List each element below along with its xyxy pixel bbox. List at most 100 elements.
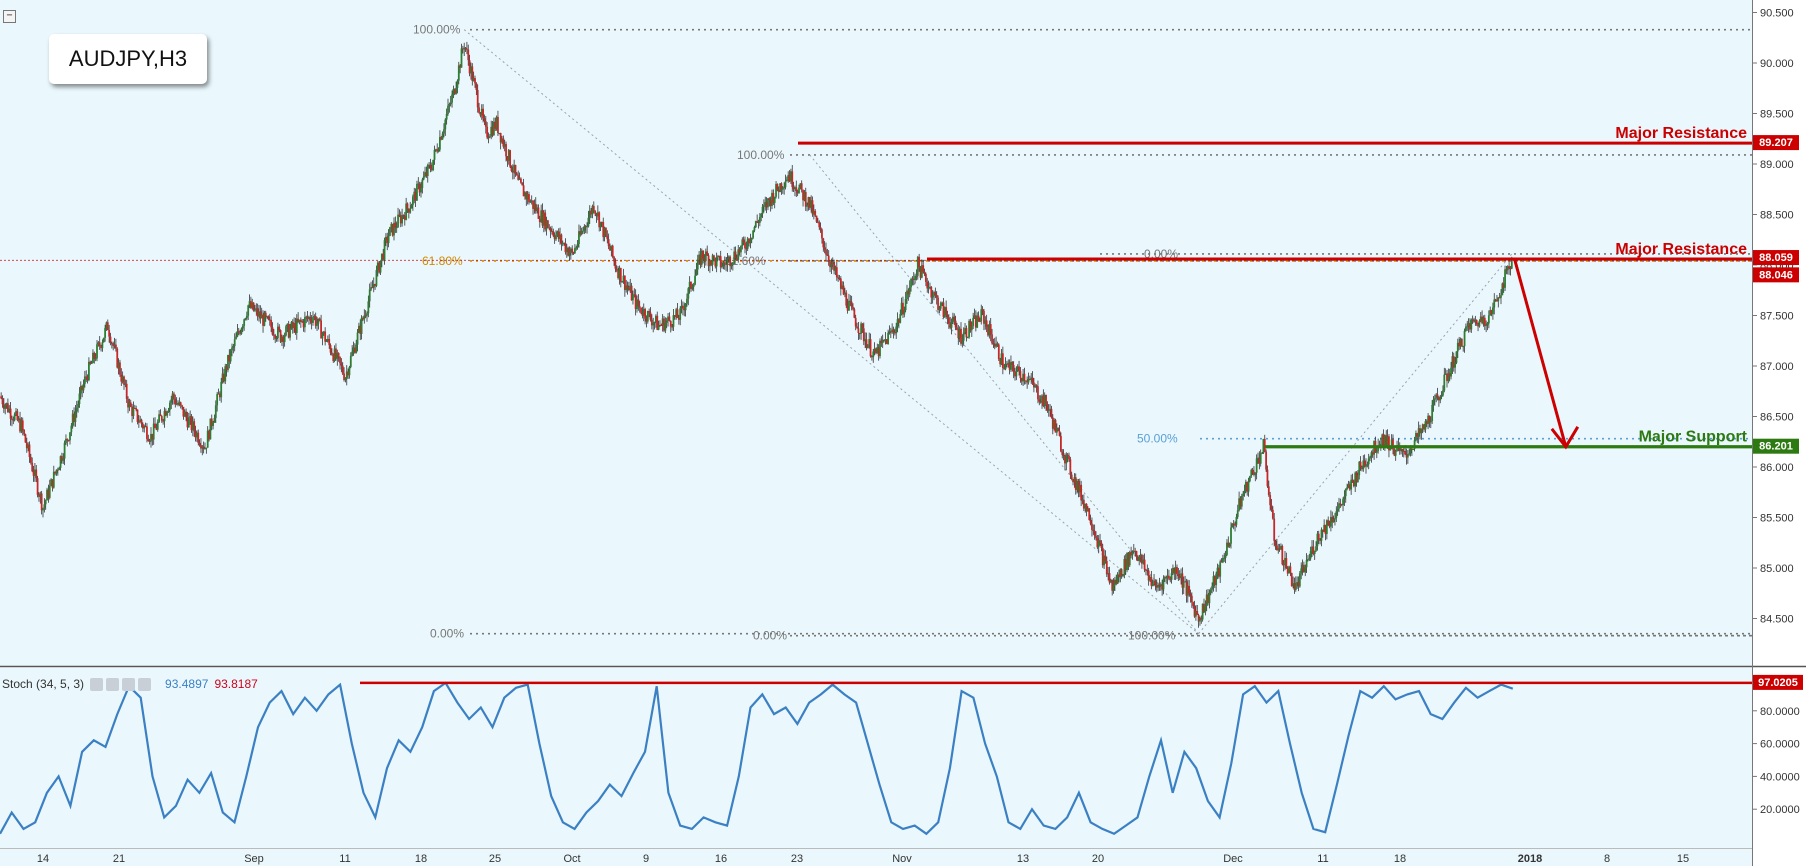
candle-body [1429, 421, 1432, 423]
candle-body [1251, 469, 1254, 472]
candle-body [1494, 299, 1497, 301]
candle-body [305, 316, 308, 318]
candle-body [1393, 449, 1396, 456]
candle-body [807, 197, 810, 206]
settings-icon[interactable] [106, 677, 120, 691]
candle-body [495, 116, 498, 129]
candle-body [652, 323, 655, 326]
candle-body [1158, 584, 1161, 586]
candle-body [244, 318, 247, 320]
candle-body [279, 330, 282, 342]
candle-body [856, 326, 858, 329]
candle-body [1428, 415, 1431, 423]
candle-body [1266, 469, 1269, 487]
candle-body [792, 186, 795, 190]
candle-body [453, 89, 456, 94]
candle-body [105, 322, 108, 329]
candle-body [736, 258, 738, 260]
candle-body [833, 262, 835, 271]
candle-body [991, 334, 993, 344]
candle-body [129, 402, 132, 407]
candle-body [456, 80, 459, 88]
candle-body [908, 287, 911, 295]
candle-body [490, 126, 493, 137]
candle-body [1469, 323, 1471, 330]
candle-body [1070, 474, 1073, 479]
candle-body [62, 458, 65, 461]
candle-body [470, 66, 472, 74]
candle-body [21, 420, 24, 430]
candle-body [186, 417, 189, 428]
stoch-tag-label: 97.0205 [1758, 677, 1798, 689]
candle-body [1077, 480, 1080, 493]
candle-body [938, 308, 941, 310]
candle-body [1401, 449, 1404, 452]
candle-body [420, 188, 422, 193]
candle-body [602, 222, 605, 238]
candle-body [1474, 320, 1477, 322]
candle-body [198, 442, 201, 446]
candlestick-series [0, 41, 1513, 628]
candle-body [356, 332, 359, 345]
candle-body [993, 344, 996, 347]
candle-body [146, 426, 148, 440]
candle-body [537, 207, 540, 219]
stoch-k-line [0, 681, 1514, 836]
candle-body [231, 347, 233, 351]
candle-body [229, 350, 232, 362]
candle-body [266, 316, 268, 318]
stoch-legend-buttons[interactable] [90, 677, 152, 691]
candle-body [950, 322, 953, 328]
candle-body [684, 303, 687, 311]
candle-body [518, 178, 521, 180]
candle-body [1357, 475, 1359, 482]
candle-body [54, 471, 57, 474]
visibility-icon[interactable] [90, 677, 104, 691]
candle-body [520, 178, 522, 183]
candle-body [1142, 559, 1145, 564]
candle-body [271, 327, 274, 335]
candle-body [638, 306, 641, 308]
candle-body [1296, 582, 1299, 584]
candle-body [1134, 550, 1137, 552]
candle-body [1417, 428, 1420, 437]
candle-body [202, 446, 205, 449]
candle-body [1149, 577, 1151, 581]
candle-body [883, 339, 885, 341]
candle-body [943, 307, 946, 317]
candle-body [304, 317, 306, 328]
candle-body [382, 253, 385, 260]
candle-body [1317, 533, 1320, 540]
price-tick-label: 84.500 [1760, 614, 1794, 626]
candle-body [768, 198, 771, 201]
candle-body [733, 251, 736, 263]
candle-body [1051, 417, 1054, 429]
candle-body [667, 316, 669, 321]
candle-body [568, 252, 571, 256]
candle-body [559, 234, 561, 240]
candle-body [15, 411, 17, 415]
candle-body [1293, 583, 1296, 590]
close-icon[interactable] [138, 677, 152, 691]
candle-body [542, 212, 545, 226]
candle-body [123, 376, 125, 385]
candle-body [1473, 319, 1475, 322]
candle-body [1020, 378, 1023, 382]
candle-body [1262, 438, 1265, 454]
candle-body [780, 183, 783, 190]
add-icon[interactable] [122, 677, 136, 691]
candle-body [175, 403, 178, 405]
level-label: Major Resistance [1615, 241, 1747, 258]
candle-body [1203, 603, 1205, 613]
candle-body [1412, 448, 1415, 450]
candle-body [245, 315, 248, 319]
candle-body [139, 419, 142, 423]
candle-body [248, 301, 251, 306]
candle-body [1235, 516, 1238, 525]
candle-body [1438, 397, 1440, 401]
candle-body [771, 192, 773, 206]
candle-body [1253, 471, 1255, 475]
candle-body [1143, 559, 1146, 570]
candle-body [337, 353, 340, 357]
collapse-pane-button[interactable]: − [3, 10, 16, 23]
